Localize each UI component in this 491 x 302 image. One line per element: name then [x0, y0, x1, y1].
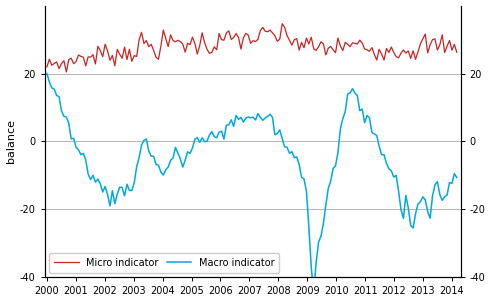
- Micro indicator: [279, 22, 285, 26]
- Line: Macro indicator: Macro indicator: [47, 73, 457, 293]
- Micro indicator: [199, 31, 205, 35]
- Micro indicator: [415, 50, 421, 54]
- Micro indicator: [243, 31, 249, 35]
- Micro indicator: [262, 29, 268, 33]
- Macro indicator: [311, 291, 317, 295]
- Macro indicator: [260, 118, 266, 122]
- Macro indicator: [197, 140, 203, 144]
- Macro indicator: [454, 176, 460, 179]
- Micro indicator: [44, 65, 50, 69]
- Macro indicator: [243, 116, 249, 120]
- Y-axis label: balance: balance: [5, 120, 16, 163]
- Micro indicator: [105, 49, 110, 53]
- Macro indicator: [102, 185, 108, 188]
- Macro indicator: [412, 212, 418, 215]
- Macro indicator: [241, 120, 246, 124]
- Micro indicator: [246, 33, 251, 37]
- Line: Micro indicator: Micro indicator: [47, 24, 457, 72]
- Micro indicator: [63, 70, 69, 74]
- Micro indicator: [454, 50, 460, 54]
- Macro indicator: [44, 72, 50, 75]
- Legend: Micro indicator, Macro indicator: Micro indicator, Macro indicator: [50, 253, 279, 273]
